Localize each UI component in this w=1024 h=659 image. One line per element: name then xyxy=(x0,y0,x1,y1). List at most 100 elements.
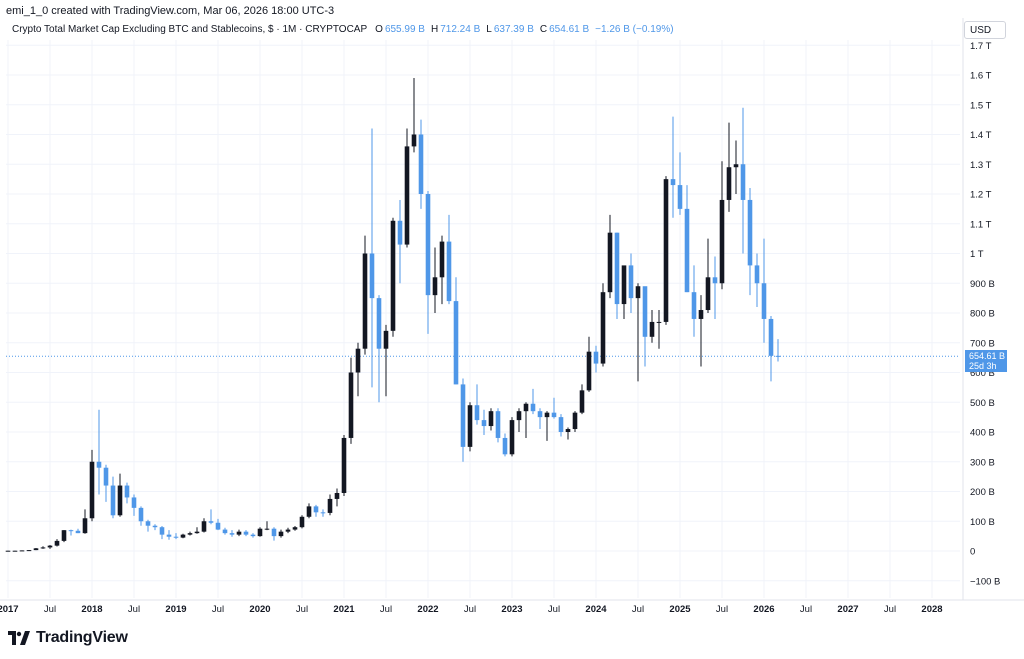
candle xyxy=(138,506,144,526)
candle-body xyxy=(516,411,522,421)
candle-body xyxy=(726,167,732,200)
candle-body xyxy=(768,318,774,356)
candle xyxy=(299,515,305,529)
close-label: C xyxy=(539,24,548,35)
candle xyxy=(229,530,235,537)
x-tick-label: Jul xyxy=(296,604,308,615)
candle-body xyxy=(775,355,781,357)
tradingview-logo[interactable]: TradingView xyxy=(8,629,128,647)
symbol-title[interactable]: Crypto Total Market Cap Excluding BTC an… xyxy=(12,24,368,35)
candle xyxy=(586,336,592,392)
candle-body xyxy=(649,321,655,337)
candle-body xyxy=(663,179,669,322)
candle-body xyxy=(397,220,403,245)
candle-body xyxy=(222,529,228,534)
candle-body xyxy=(642,286,648,337)
candle-body xyxy=(719,199,725,284)
low-label: L xyxy=(486,24,492,35)
candle xyxy=(530,388,536,415)
candle xyxy=(47,545,53,549)
candle-body xyxy=(208,521,214,523)
candle-body xyxy=(243,531,249,535)
candle-body xyxy=(467,405,473,447)
candle-body xyxy=(89,461,95,519)
candle xyxy=(173,533,179,540)
candle xyxy=(411,77,417,153)
candle xyxy=(523,402,529,438)
candle xyxy=(537,408,543,430)
candle xyxy=(467,402,473,452)
candle xyxy=(348,357,354,444)
candle-body xyxy=(355,348,361,373)
candle xyxy=(719,161,725,290)
candle xyxy=(432,247,438,313)
close-value: 654.61 B xyxy=(549,24,590,35)
candle xyxy=(306,503,312,519)
x-tick-label: 2026 xyxy=(753,604,774,615)
candle xyxy=(26,550,32,552)
candle xyxy=(495,408,501,443)
candle-body xyxy=(61,530,67,541)
candle-body xyxy=(565,429,571,432)
candle xyxy=(663,176,669,325)
candle-body xyxy=(523,403,529,412)
candle xyxy=(257,527,263,537)
y-tick-label: 600 B xyxy=(970,368,995,379)
candle-body xyxy=(537,411,543,418)
candle xyxy=(551,397,557,419)
candle xyxy=(698,295,704,367)
currency-button[interactable]: USD xyxy=(964,21,1006,39)
candle-body xyxy=(271,528,277,537)
candle-body xyxy=(320,512,326,514)
candle xyxy=(670,116,676,218)
candle-body xyxy=(250,534,256,537)
candle xyxy=(593,345,599,373)
candle xyxy=(131,494,137,516)
open-label: O xyxy=(375,24,383,35)
candle-body xyxy=(201,521,207,532)
candle xyxy=(194,527,200,534)
candle-body xyxy=(425,194,431,296)
candle xyxy=(474,384,480,425)
candle-body xyxy=(600,292,606,364)
y-tick-label: 1.6 T xyxy=(970,71,992,82)
high-value: 712.24 B xyxy=(440,24,481,35)
candle-body xyxy=(124,485,130,498)
candle-body xyxy=(187,533,193,535)
candle xyxy=(313,504,319,517)
x-tick-label: 2021 xyxy=(333,604,355,615)
candle xyxy=(341,434,347,496)
candle xyxy=(68,529,74,536)
candle-body xyxy=(656,321,662,323)
candle-body xyxy=(152,525,158,528)
candle xyxy=(418,119,424,209)
candle-body xyxy=(761,283,767,319)
x-tick-label: 2027 xyxy=(837,604,858,615)
candle-body xyxy=(453,301,459,385)
candle-body xyxy=(418,134,424,194)
y-tick-label: 200 B xyxy=(970,487,995,498)
candle xyxy=(439,235,445,305)
candle-body xyxy=(369,253,375,299)
candle-body xyxy=(5,550,11,552)
candle xyxy=(397,199,403,284)
candle-body xyxy=(411,134,417,147)
candle-body xyxy=(628,265,634,299)
x-tick-label: Jul xyxy=(128,604,140,615)
candle-body xyxy=(544,412,550,418)
candle xyxy=(376,295,382,403)
time-axis: 2017 Jul 2018 Jul 2019 Jul 2020 Jul 2021 Jul 2022 J… xyxy=(0,604,943,615)
candle-body xyxy=(299,516,305,528)
x-tick-label: Jul xyxy=(464,604,476,615)
candle xyxy=(103,464,109,502)
candle-body xyxy=(362,253,368,349)
symbol-legend: Crypto Total Market Cap Excluding BTC an… xyxy=(12,24,674,35)
candle xyxy=(243,530,249,537)
candle-body xyxy=(348,372,354,438)
y-tick-label: 1.5 T xyxy=(970,100,992,111)
candle xyxy=(110,476,116,519)
y-tick-label: 1.3 T xyxy=(970,160,992,171)
candle xyxy=(558,414,564,437)
candle xyxy=(390,217,396,337)
